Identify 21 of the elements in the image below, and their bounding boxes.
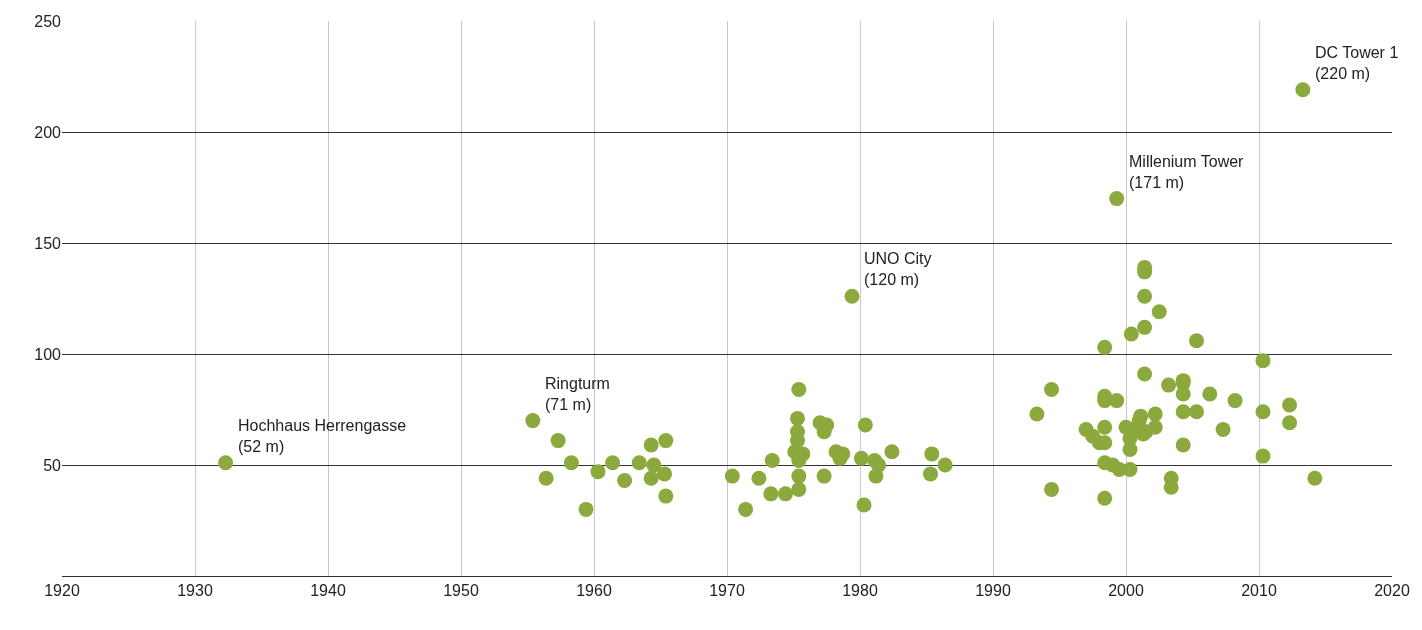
y-tick-label: 250	[34, 12, 62, 30]
annotation: UNO City (120 m)	[864, 250, 932, 288]
y-tick-label: 50	[43, 456, 62, 474]
y-tick-label: 200	[34, 123, 62, 141]
x-tick-label: 2020	[1374, 582, 1410, 600]
x-tick-label: 1990	[975, 582, 1011, 600]
annotation: Hochhaus Herrengasse (52 m)	[238, 417, 407, 455]
x-tick-label: 1980	[842, 582, 878, 600]
x-tick-label: 1930	[177, 582, 213, 600]
x-tick-label: 2010	[1241, 582, 1277, 600]
y-tick-label: 150	[34, 234, 62, 252]
annotation: Ringturm (71 m)	[545, 375, 610, 413]
annotation: DC Tower 1 (220 m)	[1315, 44, 1399, 82]
annotation: Millenium Tower (171 m)	[1129, 153, 1245, 191]
x-tick-label: 1950	[443, 582, 479, 600]
x-tick-label: 1920	[44, 582, 80, 600]
x-tick-label: 1940	[310, 582, 346, 600]
x-tick-label: 1970	[709, 582, 745, 600]
y-tick-label: 100	[34, 345, 62, 363]
x-tick-label: 2000	[1108, 582, 1144, 600]
x-tick-label: 1960	[576, 582, 612, 600]
